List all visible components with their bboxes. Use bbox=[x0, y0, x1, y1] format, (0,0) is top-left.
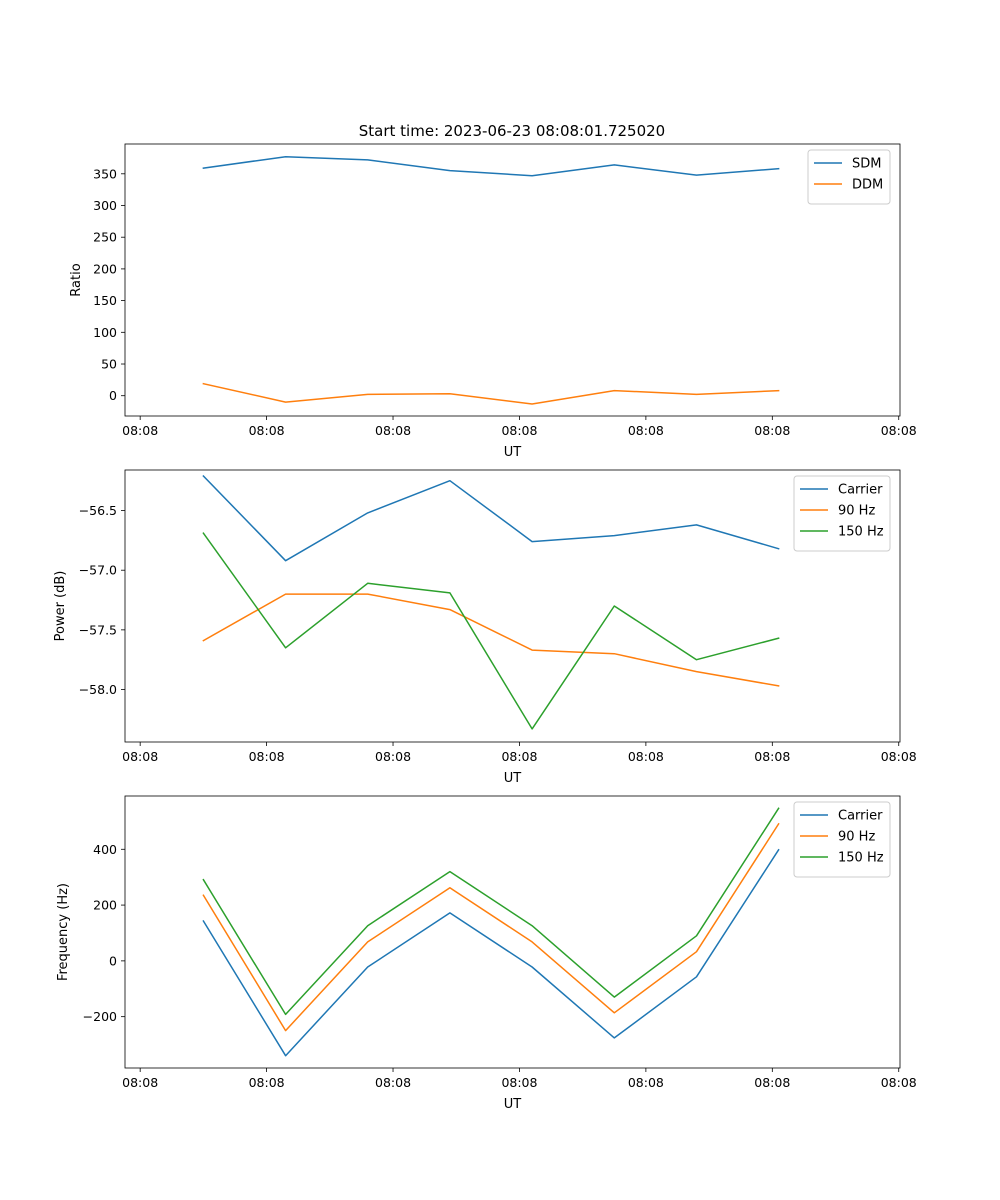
y-tick-label: 400 bbox=[93, 842, 117, 857]
panel-1: 08:0808:0808:0808:0808:0808:0808:0808:09… bbox=[69, 143, 917, 460]
panel-3: 08:0808:0808:0808:0808:0808:0808:0808:09… bbox=[56, 795, 917, 1112]
y-tick-label: 250 bbox=[93, 230, 117, 245]
legend-label: Carrier bbox=[838, 809, 883, 824]
y-tick-label: 50 bbox=[101, 357, 117, 372]
y-tick-label: 300 bbox=[93, 198, 117, 213]
x-tick-label: 08:08 bbox=[122, 749, 158, 764]
axes-frame bbox=[124, 795, 901, 1069]
y-tick-label: −58.0 bbox=[79, 682, 117, 697]
x-tick-label: 08:08 bbox=[249, 749, 285, 764]
x-tick-label: 08:08 bbox=[754, 423, 790, 438]
axes-frame bbox=[124, 143, 901, 417]
y-tick-label: 150 bbox=[93, 293, 117, 308]
x-tick-label: 08:08 bbox=[628, 423, 664, 438]
panels: 08:0808:0808:0808:0808:0808:0808:0808:09… bbox=[53, 143, 917, 1112]
x-tick-label: 08:08 bbox=[881, 1075, 917, 1090]
x-tick-label: 08:08 bbox=[249, 1075, 285, 1090]
x-tick-label: 08:08 bbox=[628, 749, 664, 764]
x-tick-label: 08:08 bbox=[881, 423, 917, 438]
x-tick-label: 08:08 bbox=[754, 749, 790, 764]
legend: Carrier 90 Hz 150 Hz bbox=[793, 801, 891, 878]
legend-label: Carrier bbox=[838, 483, 883, 498]
x-tick-label: 08:08 bbox=[881, 749, 917, 764]
series-line-150-hz bbox=[202, 807, 780, 1016]
legend-label: DDM bbox=[852, 178, 883, 193]
series-line-sdm bbox=[202, 155, 780, 177]
y-tick-label: 200 bbox=[93, 898, 117, 913]
axes-frame bbox=[124, 469, 901, 743]
y-tick-label: −57.0 bbox=[79, 563, 117, 578]
y-tick-label: 0 bbox=[109, 388, 117, 403]
y-tick-label: −57.5 bbox=[79, 622, 117, 637]
y-tick-label: 200 bbox=[93, 261, 117, 276]
legend-label: 90 Hz bbox=[838, 504, 875, 519]
x-tick-label: 08:08 bbox=[122, 1075, 158, 1090]
x-axis-label: UT bbox=[504, 771, 522, 786]
legend-box bbox=[793, 475, 891, 552]
legend-label: SDM bbox=[852, 157, 881, 172]
x-tick-label: 08:08 bbox=[375, 749, 411, 764]
panel-2: 08:0808:0808:0808:0808:0808:0808:0808:09… bbox=[53, 469, 917, 786]
x-axis-label: UT bbox=[504, 445, 522, 460]
x-tick-label: 08:08 bbox=[249, 423, 285, 438]
legend: Carrier 90 Hz 150 Hz bbox=[793, 475, 891, 552]
x-tick-label: 08:08 bbox=[754, 1075, 790, 1090]
legend-label: 90 Hz bbox=[838, 830, 875, 845]
x-tick-label: 08:08 bbox=[628, 1075, 664, 1090]
series-line-ddm bbox=[202, 382, 780, 405]
y-axis-label: Frequency (Hz) bbox=[56, 883, 71, 981]
legend-label: 150 Hz bbox=[838, 851, 884, 866]
series-line-90-hz bbox=[202, 822, 780, 1032]
legend-box bbox=[793, 801, 891, 878]
y-tick-label: 100 bbox=[93, 325, 117, 340]
series-line-150-hz bbox=[202, 532, 780, 730]
x-tick-label: 08:08 bbox=[501, 423, 537, 438]
x-tick-label: 08:08 bbox=[375, 423, 411, 438]
y-tick-label: 350 bbox=[93, 166, 117, 181]
y-tick-label: 0 bbox=[109, 953, 117, 968]
x-tick-label: 08:08 bbox=[375, 1075, 411, 1090]
x-axis-label: UT bbox=[504, 1097, 522, 1112]
y-axis-label: Power (dB) bbox=[53, 571, 68, 642]
x-tick-label: 08:08 bbox=[501, 1075, 537, 1090]
series-line-carrier bbox=[202, 474, 780, 562]
figure-title: Start time: 2023-06-23 08:08:01.725020 bbox=[359, 122, 665, 140]
y-tick-label: −200 bbox=[83, 1009, 117, 1024]
series-line-carrier bbox=[202, 848, 780, 1057]
y-tick-label: −56.5 bbox=[79, 503, 117, 518]
x-tick-label: 08:08 bbox=[501, 749, 537, 764]
x-tick-label: 08:08 bbox=[122, 423, 158, 438]
legend: SDM DDM bbox=[807, 149, 891, 205]
y-axis-label: Ratio bbox=[69, 263, 84, 296]
series-line-90-hz bbox=[202, 593, 780, 687]
legend-label: 150 Hz bbox=[838, 525, 884, 540]
